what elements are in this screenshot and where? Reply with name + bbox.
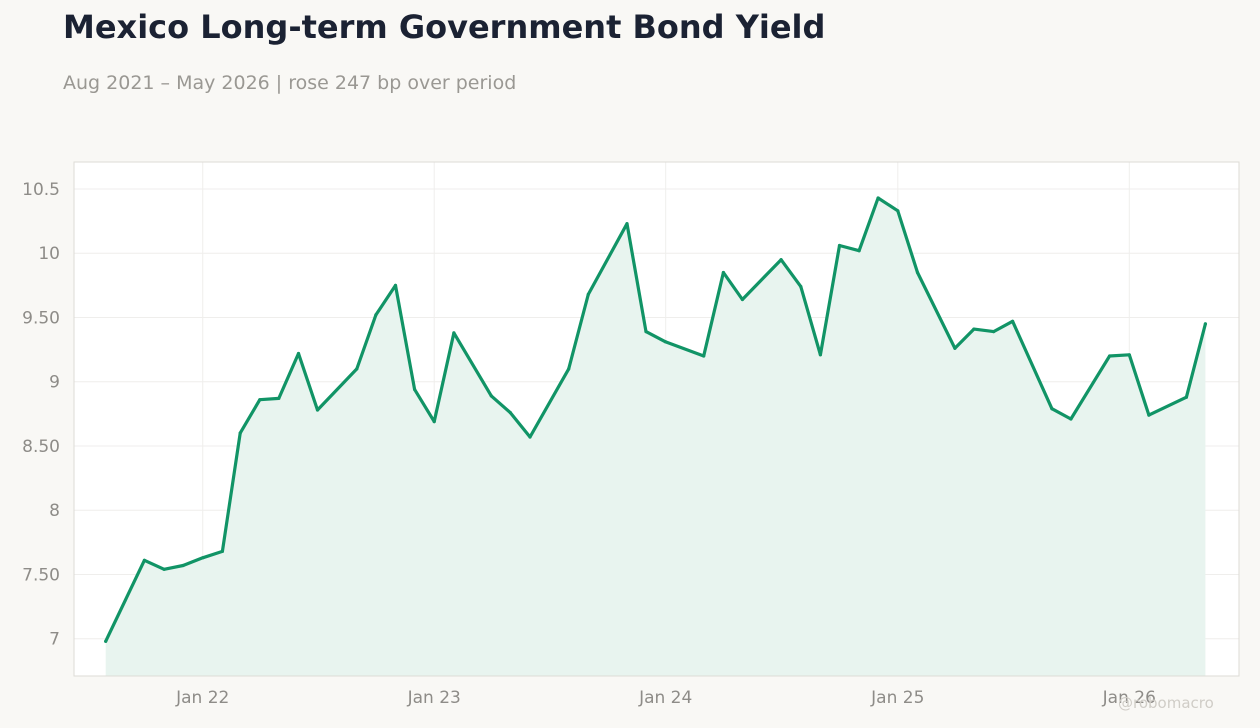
watermark: @robomacro [1118,694,1214,712]
data-point [104,639,108,643]
data-point [508,411,512,415]
data-point [625,222,629,226]
data-point [452,331,456,335]
data-point [374,313,378,317]
data-point [972,327,976,331]
data-point [992,330,996,334]
data-point [586,292,590,296]
y-tick-label: 9.50 [22,308,60,328]
data-points [104,196,1207,643]
data-point [1108,354,1112,358]
data-point [162,567,166,571]
yield-area-fill [105,198,1206,676]
data-point [837,243,842,248]
y-tick-label: 10 [38,244,60,264]
plot-border [73,161,1240,677]
data-point [1184,395,1188,399]
y-tick-label: 7.50 [22,565,60,585]
data-point [818,353,823,357]
data-point [876,196,880,200]
data-point [142,558,146,562]
data-point [567,367,571,371]
data-point [1011,319,1015,323]
data-point [413,387,417,391]
data-point [201,556,205,560]
data-point [277,396,281,400]
data-point [664,340,668,344]
data-point [915,270,920,275]
data-point [296,351,301,356]
y-tick-label: 7 [49,630,60,650]
y-tick-label: 8 [49,501,60,521]
data-point [721,270,726,275]
data-point [702,354,706,358]
data-point [220,549,224,554]
data-point [799,285,803,289]
data-point [181,563,185,568]
data-point [1050,407,1054,411]
data-point [740,297,745,302]
chart-subtitle: Aug 2021 – May 2026 | rose 247 bp over p… [63,72,517,94]
data-point [857,249,861,253]
data-point [1127,353,1131,357]
data-point [953,346,957,350]
data-point [1147,413,1151,417]
x-axis-ticks: Jan 22 Jan 23 Jan 24 Jan 25 Jan 26 [175,688,1156,708]
data-point [644,330,648,334]
x-tick-label: Jan 26 [1102,688,1156,708]
x-tick-label: Jan 22 [175,688,229,708]
data-point [779,258,783,262]
y-axis-ticks: 7 7.50 8 8.50 9 9.50 10 10.5 [22,180,60,650]
y-tick-label: 10.5 [22,180,60,200]
x-tick-label: Jan 24 [638,688,692,708]
x-tick-label: Jan 23 [407,688,461,708]
data-point [258,398,262,402]
data-point [432,420,436,424]
data-point [896,209,900,213]
data-point [393,283,398,287]
data-point [1203,322,1207,326]
data-point [528,435,532,439]
data-point [355,367,359,371]
x-tick-label: Jan 25 [870,688,924,708]
y-tick-label: 9 [49,373,60,393]
y-tick-label: 8.50 [22,437,60,457]
data-point [1069,417,1073,421]
chart-title: Mexico Long-term Government Bond Yield [63,8,826,46]
data-point [489,394,493,398]
data-point [315,408,320,412]
data-point [238,431,242,435]
